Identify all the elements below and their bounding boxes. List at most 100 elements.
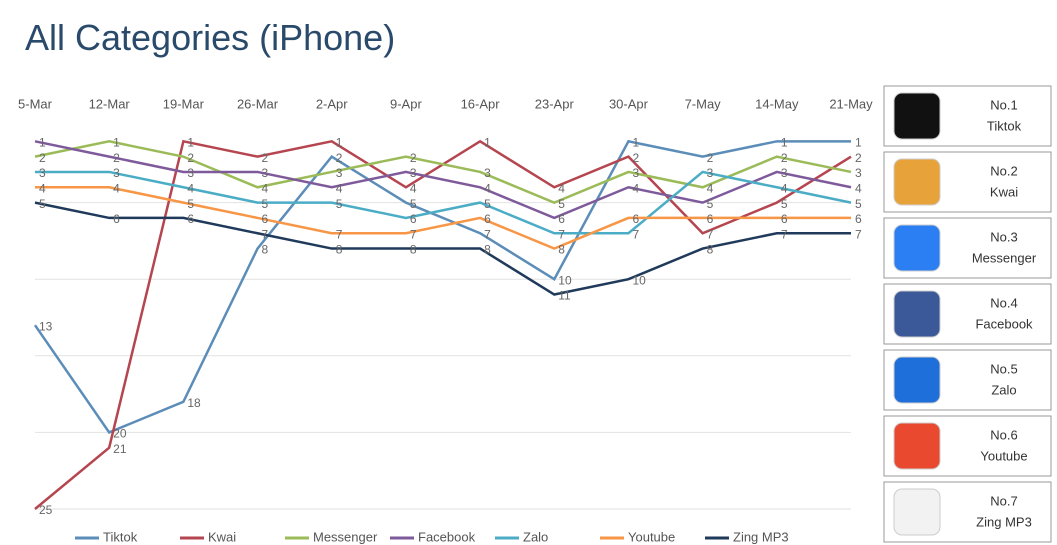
data-label: 7	[558, 227, 565, 241]
data-label: 7	[781, 227, 788, 241]
series-line	[34, 201, 851, 296]
rank-number: No.4	[990, 295, 1017, 310]
series-line	[34, 140, 852, 204]
x-tick-label: 5-Mar	[18, 96, 53, 111]
data-label: 5	[855, 197, 862, 211]
data-label: 10	[632, 273, 646, 287]
data-label: 6	[855, 212, 862, 226]
data-label: 3	[262, 166, 269, 180]
data-label: 8	[707, 243, 714, 257]
data-label: 4	[410, 181, 417, 195]
legend-label: Tiktok	[103, 529, 138, 544]
app-name: Youtube	[980, 448, 1027, 463]
data-label: 4	[707, 181, 714, 195]
data-label: 7	[855, 227, 862, 241]
x-tick-label: 23-Apr	[535, 96, 575, 111]
data-label: 3	[855, 166, 862, 180]
app-icon	[893, 92, 941, 140]
data-label: 6	[410, 212, 417, 226]
rank-number: No.5	[990, 361, 1017, 376]
data-label: 6	[484, 212, 491, 226]
app-name: Messenger	[972, 250, 1037, 265]
data-label: 1	[632, 135, 639, 149]
chart-title: All Categories (iPhone)	[25, 17, 395, 58]
data-label: 6	[113, 212, 120, 226]
data-label: 6	[558, 212, 565, 226]
app-icon	[893, 488, 941, 536]
data-label: 3	[632, 166, 639, 180]
data-label: 4	[262, 181, 269, 195]
data-label: 7	[632, 227, 639, 241]
app-name: Kwai	[990, 184, 1018, 199]
data-label: 5	[558, 197, 565, 211]
x-tick-label: 2-Apr	[316, 96, 348, 111]
data-label: 4	[855, 181, 862, 195]
data-label: 1	[484, 135, 491, 149]
data-label: 2	[781, 151, 788, 165]
legend-label: Kwai	[208, 529, 236, 544]
data-label: 3	[410, 166, 417, 180]
data-label: 2	[707, 151, 714, 165]
data-label: 7	[410, 227, 417, 241]
data-label: 8	[484, 243, 491, 257]
data-label: 7	[484, 227, 491, 241]
data-label: 8	[336, 243, 343, 257]
app-icon	[893, 290, 941, 338]
data-label: 5	[187, 197, 194, 211]
series-line	[34, 140, 852, 220]
rank-number: No.3	[990, 229, 1017, 244]
data-label: 4	[558, 181, 565, 195]
data-label: 8	[558, 243, 565, 257]
x-tick-label: 14-May	[755, 96, 799, 111]
data-label: 11	[558, 289, 571, 303]
data-label: 4	[39, 181, 46, 195]
series-line	[33, 139, 851, 434]
data-label: 4	[187, 181, 194, 195]
data-label: 1	[187, 135, 194, 149]
data-label: 6	[707, 212, 714, 226]
data-label: 1	[855, 135, 862, 149]
data-label: 2	[855, 151, 862, 165]
data-label: 3	[484, 166, 491, 180]
x-tick-label: 26-Mar	[237, 96, 279, 111]
data-label: 7	[336, 227, 343, 241]
x-tick-label: 21-May	[829, 96, 873, 111]
data-label: 5	[336, 197, 343, 211]
data-label: 3	[781, 166, 788, 180]
data-label: 1	[781, 135, 788, 149]
data-label: 8	[410, 243, 417, 257]
x-tick-label: 12-Mar	[89, 96, 131, 111]
rank-number: No.6	[990, 427, 1017, 442]
app-icon	[893, 422, 941, 470]
data-label: 20	[113, 427, 127, 441]
rank-number: No.2	[990, 163, 1017, 178]
data-label: 13	[39, 319, 53, 333]
data-label: 25	[39, 503, 53, 517]
data-label: 10	[558, 273, 572, 287]
data-label: 3	[187, 166, 194, 180]
data-label: 3	[113, 166, 120, 180]
data-label: 2	[39, 151, 46, 165]
x-tick-label: 19-Mar	[163, 96, 205, 111]
data-label: 18	[187, 396, 201, 410]
data-label: 4	[781, 181, 788, 195]
data-label: 2	[410, 151, 417, 165]
data-label: 4	[113, 181, 120, 195]
app-icon	[893, 224, 941, 272]
data-label: 1	[336, 135, 343, 149]
rank-number: No.1	[990, 97, 1017, 112]
data-label: 2	[262, 151, 269, 165]
data-label: 4	[336, 181, 343, 195]
data-label: 2	[113, 151, 120, 165]
data-label: 3	[39, 166, 46, 180]
legend-label: Zalo	[523, 529, 548, 544]
legend-label: Messenger	[313, 529, 378, 544]
data-label: 7	[262, 227, 269, 241]
data-label: 1	[39, 135, 46, 149]
data-label: 7	[707, 227, 714, 241]
data-label: 2	[187, 151, 194, 165]
data-label: 3	[707, 166, 714, 180]
app-name: Zalo	[991, 382, 1016, 397]
x-tick-label: 7-May	[685, 96, 722, 111]
legend-label: Facebook	[418, 529, 476, 544]
